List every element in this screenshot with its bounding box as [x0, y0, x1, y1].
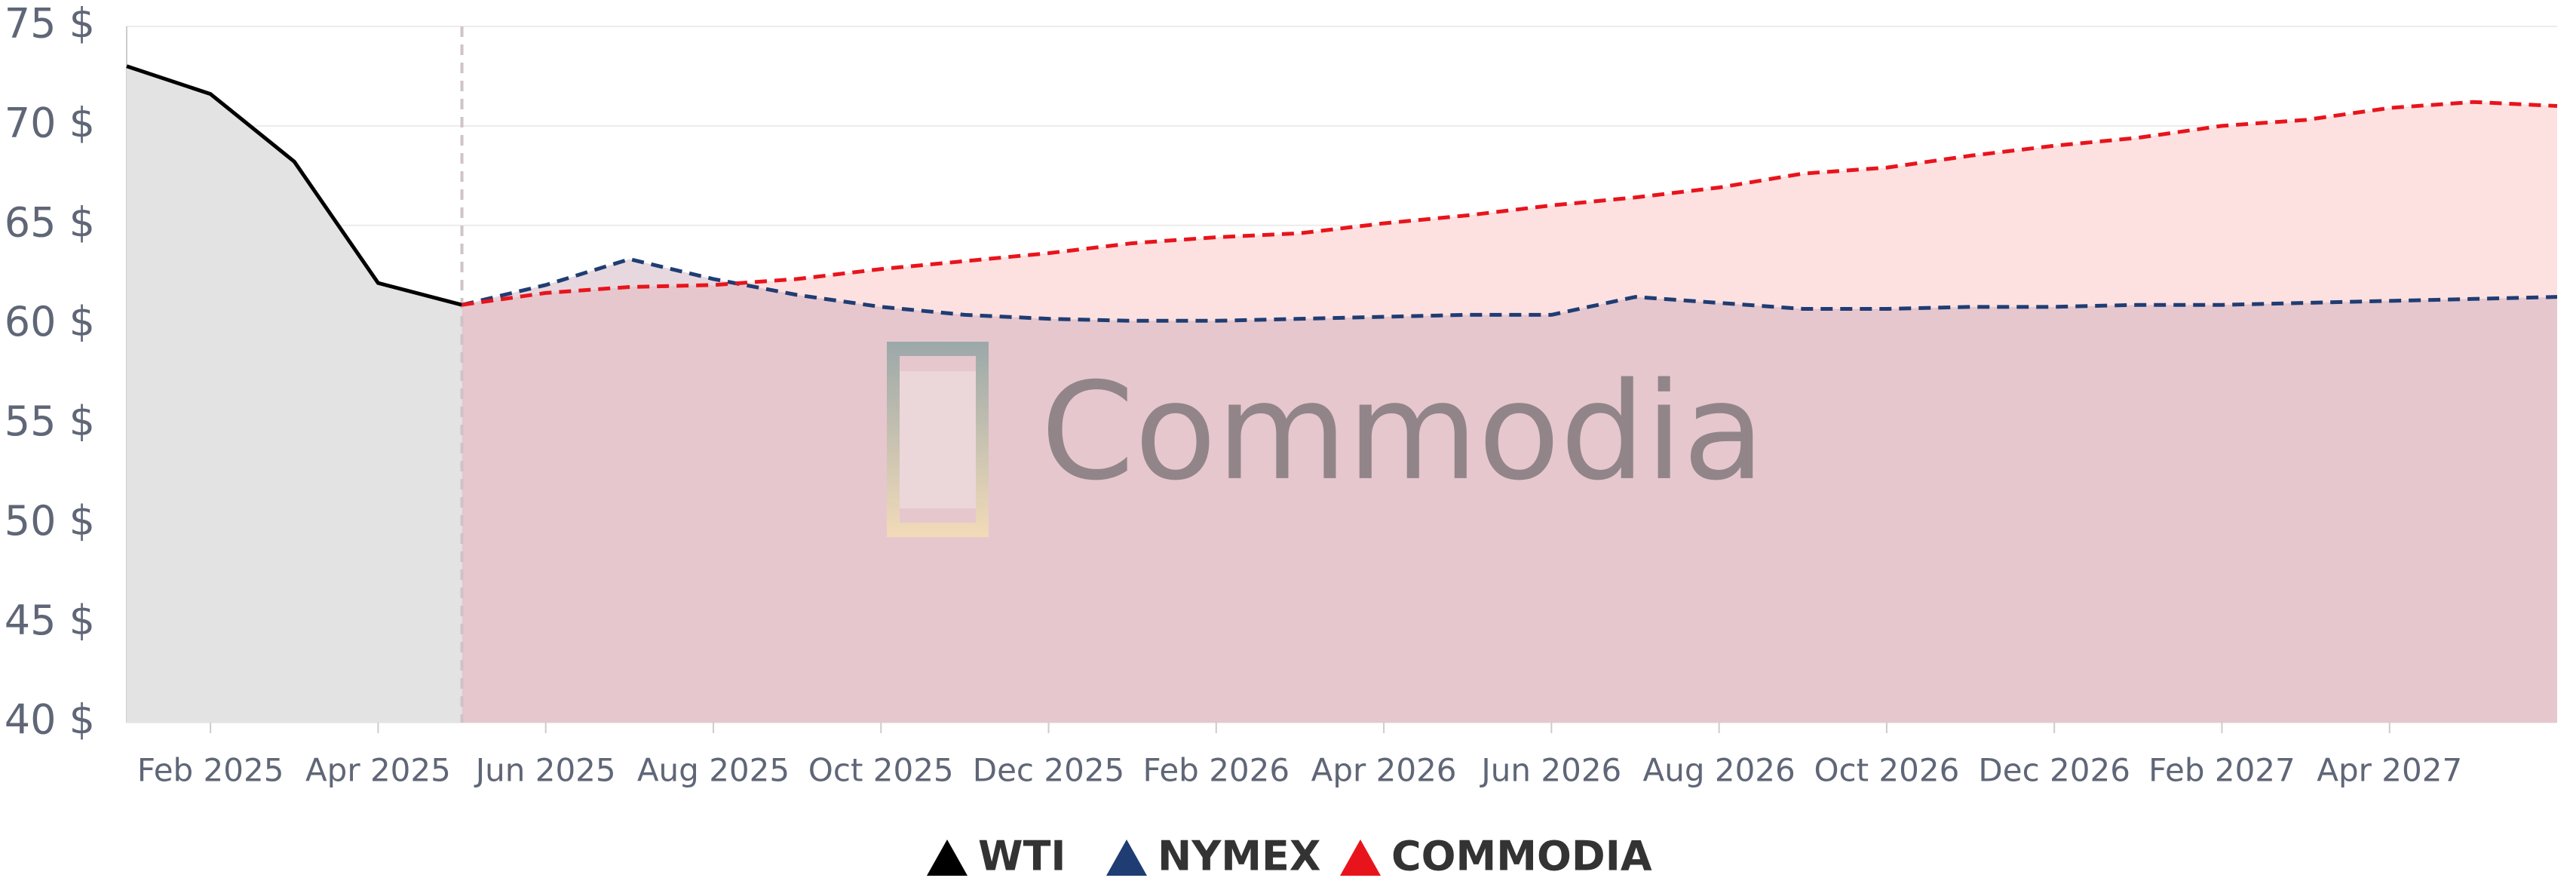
series-line: [461, 257, 2558, 323]
x-tick-label: Feb 2027: [2148, 752, 2295, 789]
x-tick-label: Apr 2025: [305, 752, 451, 789]
x-tick-label: Apr 2027: [2317, 752, 2462, 789]
x-tick-label: Dec 2026: [1978, 752, 2130, 789]
x-tick-label: Jun 2025: [474, 752, 616, 789]
x-tick-label: Feb 2026: [1142, 752, 1290, 789]
x-tick-label: Dec 2025: [973, 752, 1125, 789]
y-tick-label: 70 $: [5, 99, 95, 146]
x-tick-label: Apr 2026: [1311, 752, 1457, 789]
plot-background: [126, 26, 2557, 723]
y-tick-label: 75 $: [5, 0, 95, 48]
series-line: [462, 100, 2558, 307]
watermark-logo: [887, 342, 989, 537]
legend-marker: [1340, 840, 1381, 876]
x-tick-label: Aug 2025: [637, 752, 790, 789]
legend-marker: [927, 840, 968, 876]
legend-label: COMMODIA: [1391, 833, 1652, 880]
y-tick-label: 50 $: [5, 497, 95, 545]
legend-marker: [1106, 840, 1147, 876]
watermark-text: Commodia: [1041, 354, 1765, 510]
x-tick-label: Oct 2026: [1814, 752, 1959, 789]
watermark-logo-gap: [900, 371, 976, 508]
legend-label: WTI: [978, 833, 1066, 880]
x-tick-label: Oct 2025: [808, 752, 954, 789]
watermark: Commodia: [887, 342, 1765, 537]
y-tick-label: 55 $: [5, 398, 95, 445]
x-tick-label: Aug 2026: [1642, 752, 1795, 789]
x-tick-label: Jun 2026: [1479, 752, 1621, 789]
y-tick-label: 65 $: [5, 198, 95, 246]
area: [462, 102, 2557, 723]
area: [127, 66, 462, 723]
y-tick-label: 45 $: [5, 597, 95, 644]
x-tick-label: Feb 2025: [137, 752, 284, 789]
y-tick-label: 40 $: [5, 696, 95, 744]
y-tick-label: 60 $: [5, 298, 95, 345]
legend-label: NYMEX: [1158, 833, 1321, 880]
series-line: [126, 64, 463, 307]
